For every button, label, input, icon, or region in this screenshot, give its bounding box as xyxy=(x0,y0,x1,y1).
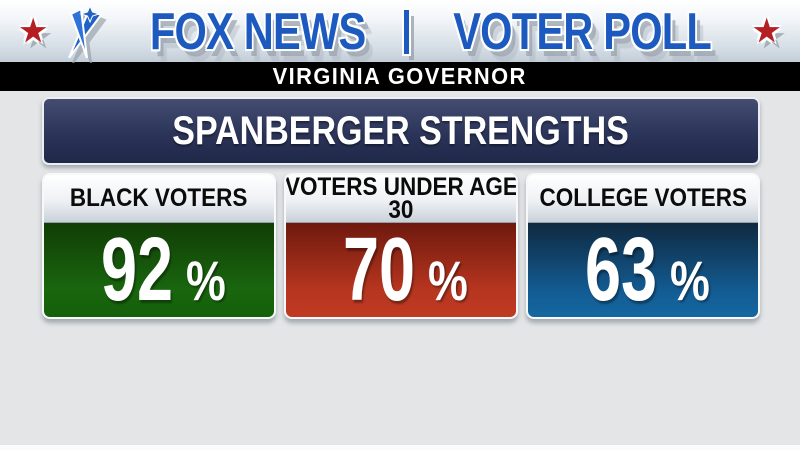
brand-wordmark: FOX NEWS xyxy=(149,3,366,61)
title-banner: SPANBERGER STRENGTHS xyxy=(42,97,760,165)
stat-value-area: 63 % xyxy=(528,223,758,317)
star-icon: ★ xyxy=(19,15,47,48)
stat-label: BLACK VOTERS xyxy=(70,184,248,212)
stat-value: 63 xyxy=(585,220,658,319)
fox-news-voter-poll-logo: ★ FOX NEWS VOTER POLL ★ xyxy=(20,6,780,58)
stat-value: 92 xyxy=(101,220,174,319)
bottom-strip xyxy=(0,445,800,450)
stat-card-voters-under-30: VOTERS UNDER AGE 30 70 % xyxy=(284,173,518,319)
stat-header: COLLEGE VOTERS xyxy=(528,175,758,223)
race-title: VIRGINIA GOVERNOR xyxy=(272,63,528,89)
percent-sign: % xyxy=(428,249,468,312)
stat-value-area: 92 % xyxy=(44,223,274,317)
stat-card-black-voters: BLACK VOTERS 92 % xyxy=(42,173,276,319)
product-wordmark: VOTER POLL xyxy=(453,3,712,61)
stat-label: COLLEGE VOTERS xyxy=(539,184,747,212)
stat-header: BLACK VOTERS xyxy=(44,175,274,223)
stat-card-college-voters: COLLEGE VOTERS 63 % xyxy=(526,173,760,319)
percent-sign: % xyxy=(186,249,226,312)
subtitle-bar: VIRGINIA GOVERNOR xyxy=(0,62,800,91)
stat-label-line2: 30 xyxy=(388,195,414,224)
percent-sign: % xyxy=(670,249,710,312)
logo-divider xyxy=(404,10,410,54)
banner-title: SPANBERGER STRENGTHS xyxy=(172,109,630,153)
brand-band: ★ FOX NEWS VOTER POLL ★ xyxy=(0,0,800,62)
stat-header: VOTERS UNDER AGE 30 xyxy=(286,175,516,223)
stats-row: BLACK VOTERS 92 % VOTERS UNDER AGE 30 70… xyxy=(42,173,760,319)
stat-label: VOTERS UNDER AGE xyxy=(284,173,518,201)
star-icon: ★ xyxy=(753,15,781,48)
stat-value-area: 70 % xyxy=(286,223,516,317)
stat-value: 70 xyxy=(343,220,416,319)
fox-searchlight-icon xyxy=(67,6,103,58)
